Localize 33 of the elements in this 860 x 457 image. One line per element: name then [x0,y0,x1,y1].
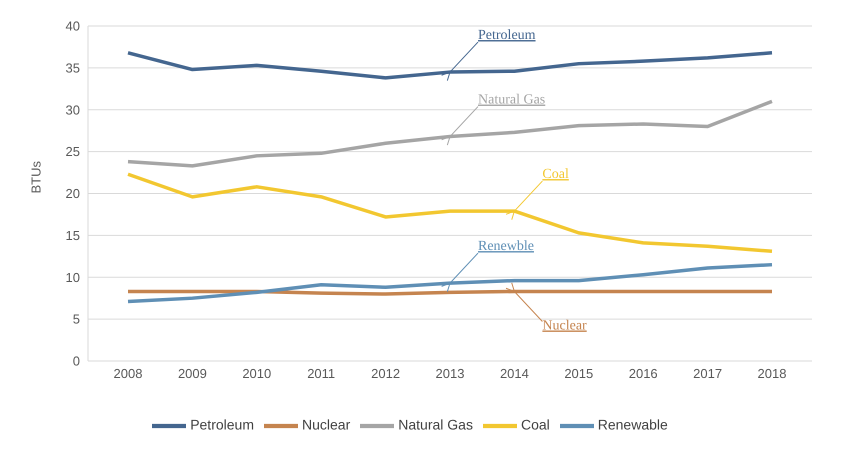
y-tick-label: 20 [66,186,80,202]
annotation: Petroleum [478,28,536,44]
legend-label: Nuclear [302,416,350,433]
y-tick-label: 0 [72,354,80,369]
legend-label: Renewable [598,416,668,433]
annotation: Coal [542,167,569,182]
y-tick-label: 10 [66,270,80,285]
x-tick-label: 2009 [178,366,207,382]
x-tick-label: 2008 [114,366,142,382]
line-series [126,51,774,80]
annotation: Renewble [478,239,534,254]
line-series [126,262,774,304]
x-tick-label: 2018 [758,366,786,382]
x-tick-label: 2011 [307,366,336,382]
y-tick-label: 30 [66,102,80,118]
x-tick-label: 2014 [500,366,529,382]
y-tick-label: 35 [66,60,80,76]
annotation: Natural Gas [478,92,546,108]
y-tick-label: 25 [66,144,80,160]
x-tick-label: 2012 [371,366,400,382]
annotation: Nuclear [542,318,588,334]
legend-label: Coal [520,416,550,433]
x-tick-label: 2017 [693,366,722,382]
x-tick-label: 2010 [242,366,272,382]
legend-label: Petroleum [190,416,254,433]
x-tick-label: 2013 [436,366,464,382]
y-tick-label: 5 [72,312,80,327]
x-tick-label: 2015 [564,366,594,382]
legend-label: Natural Gas [398,416,473,433]
y-tick-label: 15 [66,228,80,243]
y-axis-title: BTUs [28,160,44,194]
y-tick-label: 40 [66,18,80,34]
x-tick-label: 2016 [628,366,658,382]
